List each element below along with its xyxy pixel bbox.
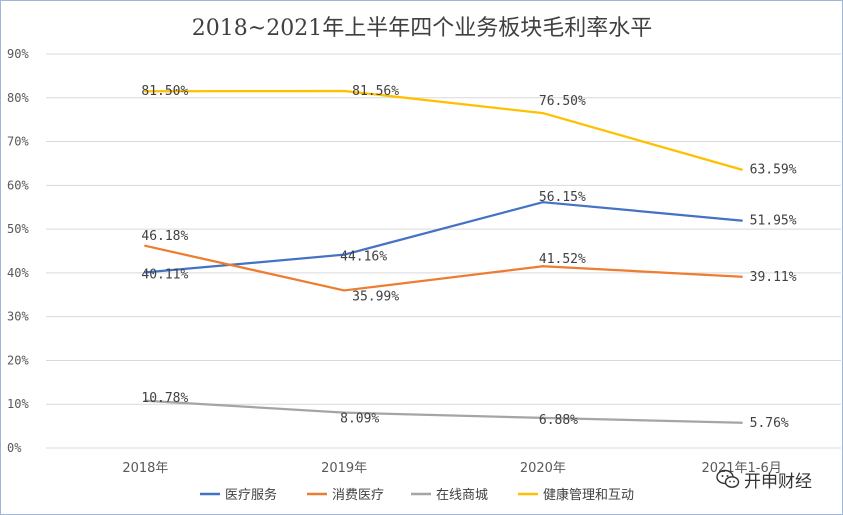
data-point xyxy=(541,416,545,420)
series-line xyxy=(145,399,742,424)
y-tick-label: 10% xyxy=(7,397,29,411)
data-labels: 40.11% 44.16% 56.15% 51.95% 46.18% 35.99% 41.5… xyxy=(141,84,796,431)
data-point xyxy=(541,111,545,115)
y-tick-label: 20% xyxy=(7,353,29,367)
data-point xyxy=(342,253,346,256)
legend-label: 医疗服务 xyxy=(225,487,277,503)
watermark-text: 开申财经 xyxy=(744,472,812,492)
data-label: 56.15% xyxy=(539,190,586,205)
data-point xyxy=(740,421,743,424)
data-point xyxy=(740,168,743,171)
data-point xyxy=(144,271,147,274)
data-point xyxy=(740,219,743,222)
y-tick-label: 0% xyxy=(7,441,22,455)
y-tick-label: 90% xyxy=(7,47,29,61)
data-label: 6.88% xyxy=(539,413,578,428)
data-label: 51.95% xyxy=(750,214,797,229)
y-tick-label: 60% xyxy=(7,178,29,192)
data-label: 35.99% xyxy=(352,289,399,304)
series-line xyxy=(145,89,742,171)
data-label: 8.09% xyxy=(340,412,379,427)
data-label: 39.11% xyxy=(750,270,797,285)
data-label: 41.52% xyxy=(539,252,586,267)
data-label: 46.18% xyxy=(141,229,188,244)
y-tick-label: 30% xyxy=(7,310,29,324)
x-tick-label: 2021年1-6月 xyxy=(701,461,781,476)
watermark: 开申财经 xyxy=(716,469,812,492)
data-label: 44.16% xyxy=(340,250,387,265)
legend: 医疗服务 消费医疗 在线商城 健康管理和互动 xyxy=(200,487,634,503)
data-point xyxy=(144,90,147,93)
y-tick-label: 50% xyxy=(7,222,29,236)
data-point xyxy=(342,411,346,414)
data-label: 40.11% xyxy=(141,267,188,282)
series-lines xyxy=(144,89,743,424)
data-label: 81.50% xyxy=(141,84,188,99)
x-axis-ticks: 2018年 2019年 2020年 2021年1-6月 xyxy=(122,461,781,476)
data-point xyxy=(541,200,545,204)
data-point xyxy=(342,289,346,292)
legend-label: 健康管理和互动 xyxy=(543,487,634,503)
data-label: 76.50% xyxy=(539,94,586,109)
data-label: 63.59% xyxy=(750,163,797,178)
y-tick-label: 80% xyxy=(7,91,29,105)
chart-title: 2018~2021年上半年四个业务板块毛利率水平 xyxy=(192,16,652,41)
data-point xyxy=(144,399,147,403)
wechat-icon xyxy=(716,469,740,488)
series-line xyxy=(145,244,742,292)
y-axis-ticks: 0% 10% 20% 30% 40% 50% 60% 70% 80% 90% xyxy=(7,47,29,455)
data-label: 81.56% xyxy=(352,84,399,99)
legend-label: 在线商城 xyxy=(436,488,488,503)
series-line xyxy=(145,201,742,274)
x-tick-label: 2018年 xyxy=(122,461,168,476)
x-tick-label: 2020年 xyxy=(520,461,566,476)
legend-label: 消费医疗 xyxy=(332,488,384,503)
y-tick-label: 40% xyxy=(7,266,29,280)
data-point xyxy=(342,89,346,93)
y-tick-label: 70% xyxy=(7,135,29,149)
data-point xyxy=(740,275,743,278)
data-label: 10.78% xyxy=(141,391,188,406)
data-point xyxy=(144,244,147,248)
x-tick-label: 2019年 xyxy=(321,461,367,476)
data-point xyxy=(541,265,545,268)
data-label: 5.76% xyxy=(750,416,789,431)
